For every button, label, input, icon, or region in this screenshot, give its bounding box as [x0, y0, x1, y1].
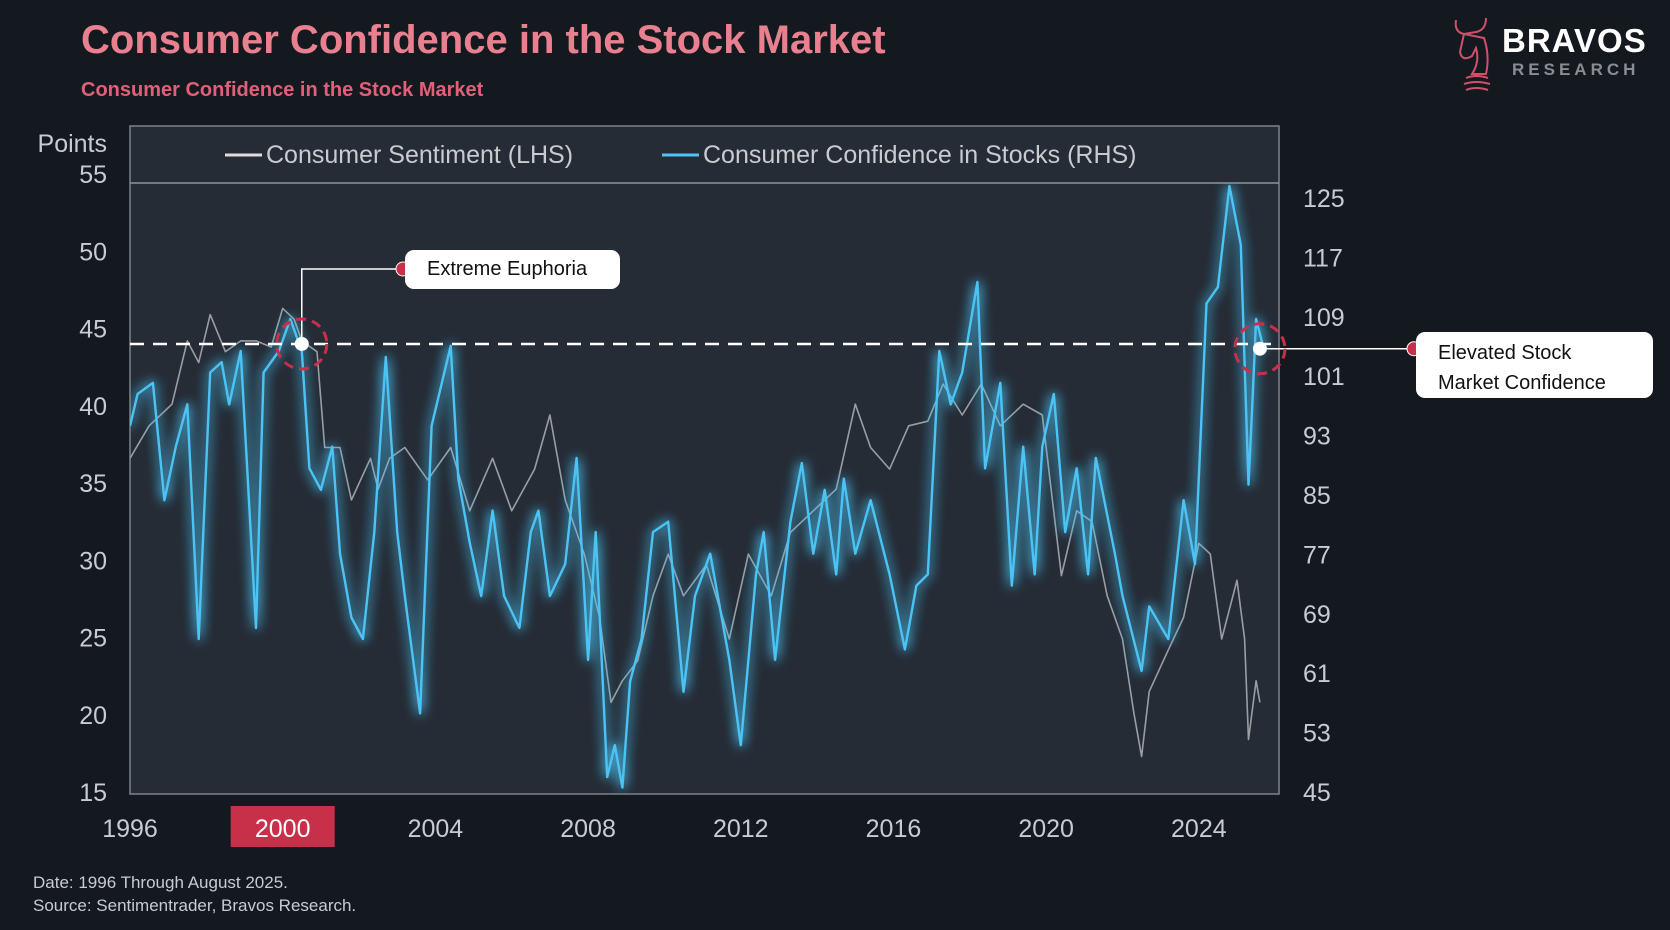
y-tick-left: 35 [79, 470, 107, 498]
y-tick-right: 61 [1303, 660, 1331, 688]
y-tick-left: 45 [79, 316, 107, 344]
y-tick-right: 125 [1303, 185, 1345, 213]
annotation-extreme-euphoria: Extreme Euphoria [405, 250, 620, 289]
logo-sub: RESEARCH [1512, 60, 1640, 79]
chart-subtitle: Consumer Confidence in the Stock Market [81, 79, 484, 101]
series-line-confidence [130, 184, 1265, 789]
annotation-elevated-confidence: Elevated Stock Market Confidence [1416, 332, 1653, 398]
x-tick: 2008 [560, 815, 616, 843]
y-tick-right: 101 [1303, 363, 1345, 391]
bull-knight-icon [1454, 17, 1491, 91]
y-tick-right: 85 [1303, 482, 1331, 510]
x-tick: 2024 [1171, 815, 1227, 843]
y-tick-left: 30 [79, 547, 107, 575]
footer-date: Date: 1996 Through August 2025. [33, 873, 288, 892]
y-tick-left: 50 [79, 238, 107, 266]
x-tick: 1996 [102, 815, 158, 843]
y-tick-right: 45 [1303, 779, 1331, 807]
footer-source: Source: Sentimentrader, Bravos Research. [33, 896, 357, 915]
y-tick-right: 77 [1303, 541, 1331, 569]
y-tick-left: 15 [79, 779, 107, 807]
y-tick-left: 40 [79, 393, 107, 421]
x-tick: 2000 [255, 815, 311, 843]
x-tick: 2020 [1018, 815, 1074, 843]
x-tick-highlight [230, 806, 335, 847]
y-tick-left: 20 [79, 702, 107, 730]
y-tick-right: 69 [1303, 601, 1331, 629]
annotation-text: Elevated Stock [1438, 342, 1572, 364]
annotation-point [1252, 341, 1267, 356]
y-tick-right: 53 [1303, 720, 1331, 748]
x-tick: 2004 [408, 815, 464, 843]
logo-name: BRAVOS [1502, 22, 1647, 59]
y-tick-right: 117 [1303, 244, 1343, 272]
plot-frame [129, 125, 1280, 795]
legend-label-sentiment: Consumer Sentiment (LHS) [266, 141, 573, 169]
legend-label-confidence: Consumer Confidence in Stocks (RHS) [703, 141, 1137, 169]
y-tick-right: 109 [1303, 304, 1345, 332]
y-tick-right: 93 [1303, 423, 1331, 451]
annotation-point [294, 336, 309, 351]
annotation-text: Extreme Euphoria [427, 258, 588, 280]
x-tick: 2012 [713, 815, 769, 843]
y-axis-left-label: Points [38, 130, 107, 158]
x-tick: 2016 [866, 815, 922, 843]
highlight-ring [275, 317, 329, 371]
chart-title: Consumer Confidence in the Stock Market [81, 18, 886, 62]
annotation-text: Market Confidence [1438, 372, 1606, 394]
y-tick-left: 55 [79, 161, 107, 189]
y-tick-left: 25 [79, 625, 107, 653]
highlight-ring [1233, 322, 1287, 376]
